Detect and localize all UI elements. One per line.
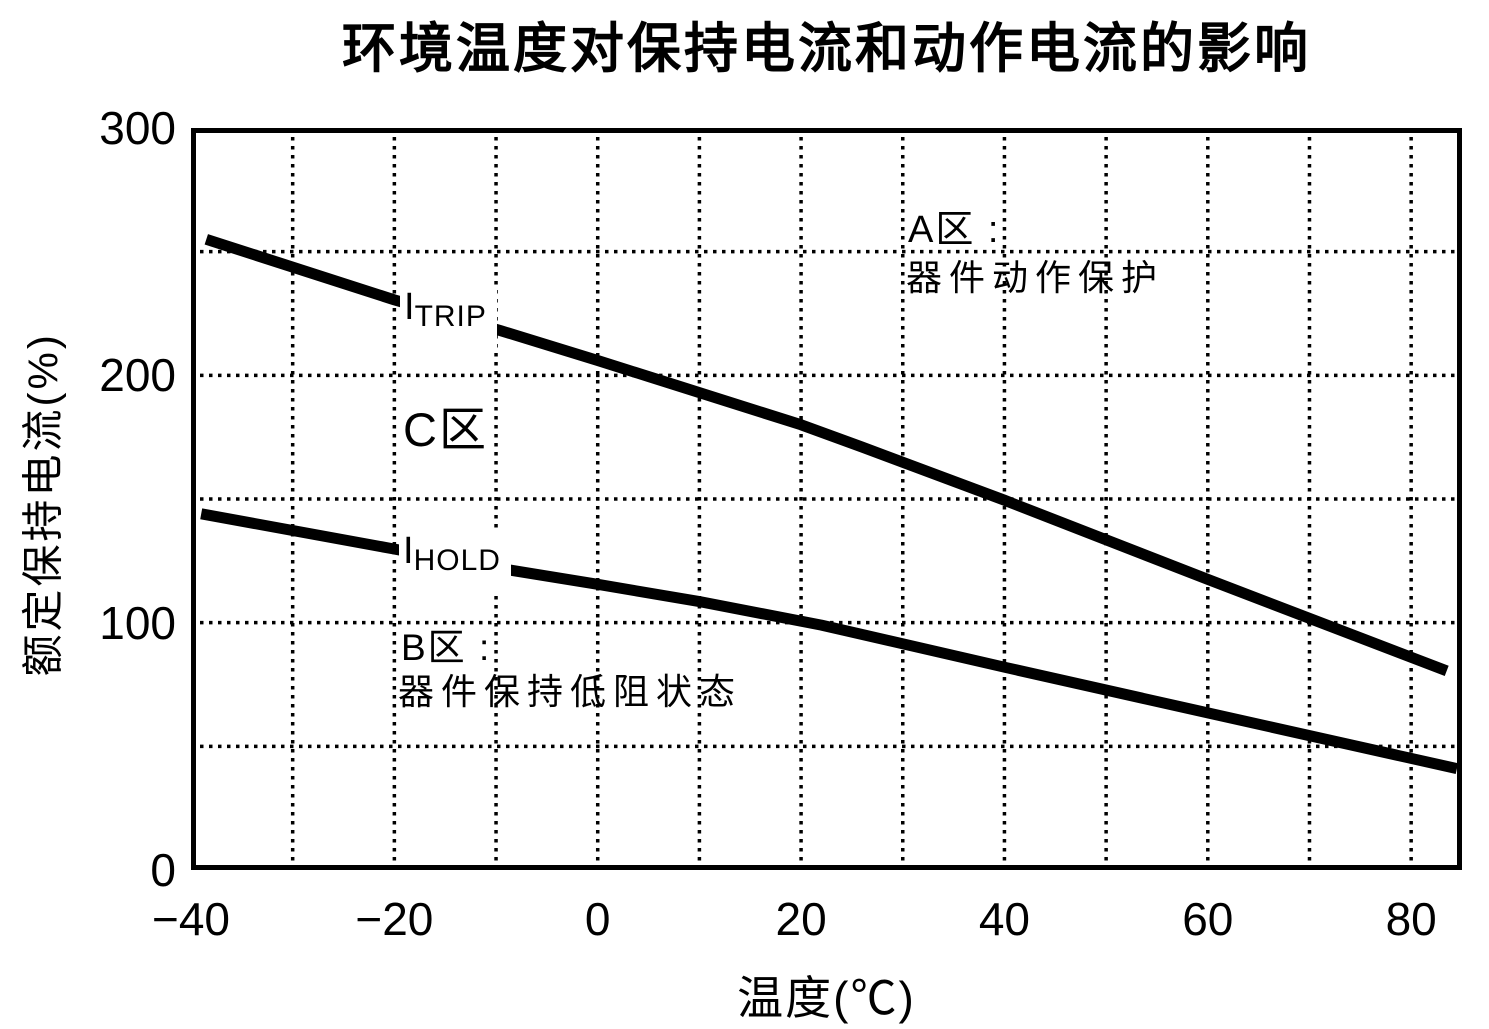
y-tick-label: 300 <box>99 102 176 154</box>
series-label-itrip: ITRIP <box>400 286 497 348</box>
x-tick-label: 40 <box>978 893 1031 945</box>
ihold-symbol: I <box>403 530 414 572</box>
series-label-ihold: IHOLD <box>399 530 511 592</box>
series-line-i_hold <box>200 508 1459 774</box>
zone-b-title: B区 : <box>401 627 492 668</box>
itrip-subscript: TRIP <box>414 300 487 333</box>
x-tick-label: 80 <box>1385 893 1437 945</box>
plot-area <box>191 128 1462 870</box>
x-tick-label: 0 <box>584 893 611 945</box>
chart-title: 环境温度对保持电流和动作电流的影响 <box>342 19 1311 79</box>
itrip-symbol: I <box>404 286 415 328</box>
zone-c-title: C区 <box>403 403 488 456</box>
ihold-subscript: HOLD <box>413 544 501 577</box>
zone-b-description: 器件保持低阻状态 <box>398 671 743 712</box>
x-axis-label: 温度(℃) <box>737 972 916 1024</box>
x-tick-label: −40 <box>151 893 231 945</box>
x-tick-label: 20 <box>775 893 827 945</box>
zone-a-title: A区 : <box>908 209 1001 251</box>
zone-a-description: 器件动作保护 <box>906 257 1165 298</box>
x-tick-label: 60 <box>1182 893 1234 945</box>
y-tick-label: 100 <box>99 596 176 649</box>
plot-frame <box>191 128 1462 870</box>
y-tick-label: 200 <box>99 349 176 402</box>
series-line-i_trip <box>204 234 1449 677</box>
y-tick-label: 0 <box>150 844 176 896</box>
x-tick-label: −20 <box>355 893 434 945</box>
